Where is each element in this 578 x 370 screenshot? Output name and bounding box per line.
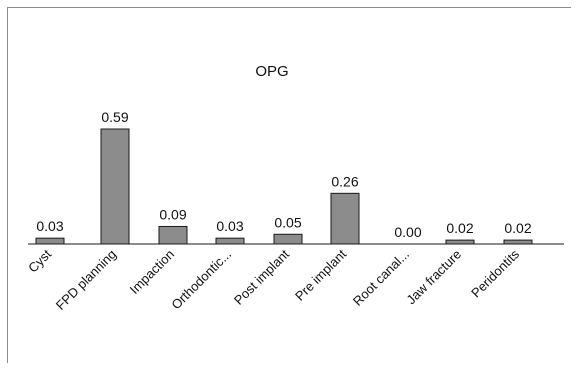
bar-3 xyxy=(158,225,188,245)
value-label-5: 0.05 xyxy=(274,214,301,230)
value-label-3: 0.09 xyxy=(159,206,186,222)
bar-1 xyxy=(35,237,65,245)
value-label-2: 0.59 xyxy=(101,109,128,125)
value-label-9: 0.02 xyxy=(504,220,531,236)
bar-2 xyxy=(100,128,130,245)
x-tick-label-8: Jaw fracture xyxy=(403,247,464,308)
bars-group xyxy=(35,128,533,245)
bar-6 xyxy=(330,192,360,245)
value-labels-group: 0.03 0.59 0.09 0.03 0.05 0.26 0.00 0.02 0.02 xyxy=(36,109,531,240)
x-tick-label-2: FPD planning xyxy=(53,247,119,313)
value-label-4: 0.03 xyxy=(216,218,243,234)
bar-9 xyxy=(503,239,533,245)
bar-8 xyxy=(445,239,475,245)
x-tick-label-5: Post implant xyxy=(231,246,292,307)
x-tick-label-1: Cyst xyxy=(25,246,54,275)
x-tick-label-4: Orthodontic... xyxy=(168,247,234,313)
x-tick-label-6: Pre implant xyxy=(292,246,349,303)
value-label-1: 0.03 xyxy=(36,218,63,234)
x-tick-label-9: Peridontits xyxy=(468,246,522,300)
value-label-8: 0.02 xyxy=(446,220,473,236)
value-label-6: 0.26 xyxy=(331,173,358,189)
chart-title: OPG xyxy=(255,63,288,80)
x-tick-label-3: Impaction xyxy=(127,247,177,297)
chart-frame xyxy=(7,7,571,363)
bar-5 xyxy=(273,233,303,245)
bar-4 xyxy=(215,237,245,245)
value-label-7: 0.00 xyxy=(394,224,421,240)
x-tick-label-7: Root canal... xyxy=(350,247,412,309)
